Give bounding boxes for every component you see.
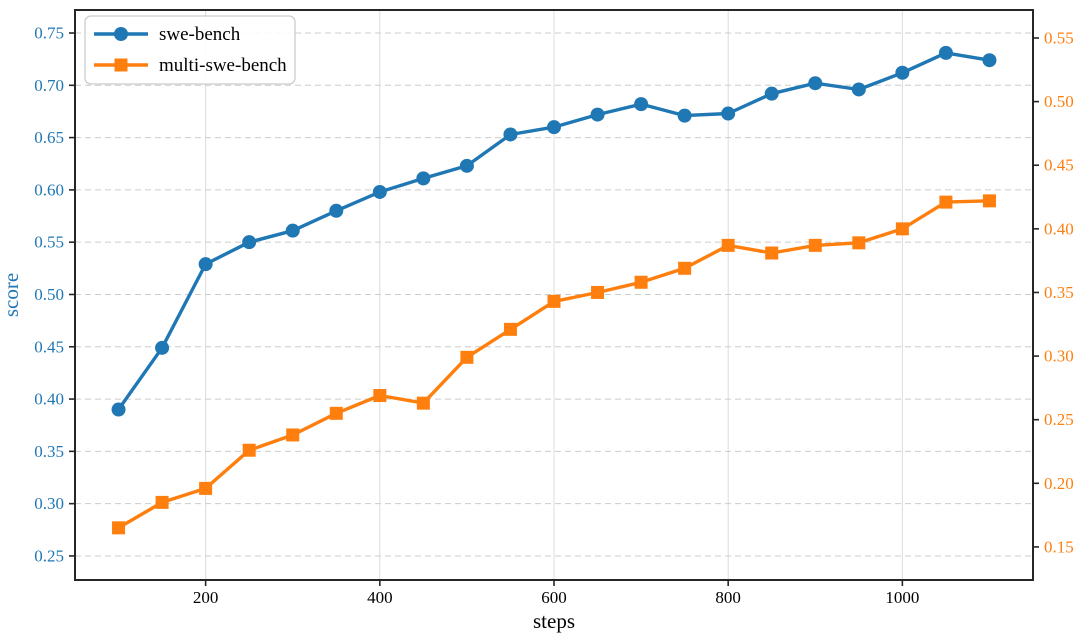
left-tick-label: 0.75 <box>34 24 64 43</box>
y-axis-title: score <box>0 273 23 317</box>
data-point-swe-bench <box>372 184 387 199</box>
legend-label: swe-bench <box>159 24 241 45</box>
data-point-swe-bench <box>590 107 605 122</box>
data-point-swe-bench <box>634 97 649 112</box>
data-point-swe-bench <box>285 223 300 238</box>
data-point-multi-swe-bench <box>852 236 866 250</box>
left-tick-label: 0.35 <box>34 442 64 461</box>
data-point-multi-swe-bench <box>460 350 474 364</box>
x-tick-label: 200 <box>193 588 219 607</box>
right-tick-label: 0.55 <box>1044 28 1074 47</box>
data-point-multi-swe-bench <box>155 495 169 509</box>
right-tick-label: 0.50 <box>1044 92 1074 111</box>
data-point-swe-bench <box>198 257 213 272</box>
data-point-multi-swe-bench <box>634 275 648 289</box>
left-tick-label: 0.50 <box>34 285 64 304</box>
x-tick-label: 400 <box>367 588 393 607</box>
data-point-multi-swe-bench <box>329 406 343 420</box>
data-point-swe-bench <box>677 108 692 123</box>
left-tick-label: 0.55 <box>34 233 64 252</box>
left-tick-label: 0.60 <box>34 180 64 199</box>
right-tick-label: 0.40 <box>1044 219 1074 238</box>
data-point-swe-bench <box>155 340 170 355</box>
left-tick-label: 0.45 <box>34 337 64 356</box>
data-point-multi-swe-bench <box>895 222 909 236</box>
data-point-swe-bench <box>764 86 779 101</box>
left-tick-label: 0.65 <box>34 128 64 147</box>
right-tick-label: 0.25 <box>1044 410 1074 429</box>
legend-label: multi-swe-bench <box>159 55 287 76</box>
data-point-swe-bench <box>459 158 474 173</box>
data-point-multi-swe-bench <box>591 285 605 299</box>
right-tick-label: 0.15 <box>1044 537 1074 556</box>
data-point-multi-swe-bench <box>503 322 517 336</box>
data-point-multi-swe-bench <box>939 195 953 209</box>
data-point-multi-swe-bench <box>721 238 735 252</box>
data-point-swe-bench <box>895 65 910 80</box>
left-tick-label: 0.40 <box>34 390 64 409</box>
data-point-swe-bench <box>111 402 126 417</box>
right-tick-label: 0.30 <box>1044 347 1074 366</box>
right-tick-label: 0.35 <box>1044 283 1074 302</box>
x-tick-label: 600 <box>541 588 567 607</box>
left-tick-label: 0.25 <box>34 546 64 565</box>
legend-marker-square <box>114 58 128 72</box>
data-point-multi-swe-bench <box>199 481 213 495</box>
data-point-multi-swe-bench <box>242 443 256 457</box>
left-tick-label: 0.30 <box>34 494 64 513</box>
data-point-multi-swe-bench <box>765 246 779 260</box>
data-point-swe-bench <box>242 235 257 250</box>
data-point-multi-swe-bench <box>982 194 996 208</box>
legend-marker-circle <box>114 27 128 41</box>
data-point-multi-swe-bench <box>286 428 300 442</box>
x-axis-title: steps <box>533 609 575 633</box>
right-tick-label: 0.45 <box>1044 156 1074 175</box>
axes-layer: 0.25 0.30 0.35 0.40 0.45 0.50 0.55 0.60 0.65 0.70… <box>34 9 1074 607</box>
data-point-multi-swe-bench <box>416 396 430 410</box>
x-tick-label: 1000 <box>885 588 919 607</box>
data-point-multi-swe-bench <box>547 294 561 308</box>
data-point-multi-swe-bench <box>112 521 126 535</box>
x-tick-label: 800 <box>715 588 741 607</box>
data-point-swe-bench <box>416 171 431 186</box>
data-point-swe-bench <box>721 106 736 121</box>
data-point-swe-bench <box>982 53 997 68</box>
left-tick-label: 0.70 <box>34 76 64 95</box>
right-tick-label: 0.20 <box>1044 474 1074 493</box>
data-point-swe-bench <box>851 82 866 97</box>
data-point-swe-bench <box>503 127 518 142</box>
data-point-swe-bench <box>808 76 823 91</box>
data-point-multi-swe-bench <box>678 261 692 275</box>
data-point-swe-bench <box>938 45 953 60</box>
series-layer <box>111 45 997 535</box>
data-point-multi-swe-bench <box>373 389 387 403</box>
data-point-swe-bench <box>329 203 344 218</box>
legend: swe-bench multi-swe-bench <box>84 15 296 85</box>
data-point-multi-swe-bench <box>808 238 822 252</box>
data-point-swe-bench <box>547 120 561 135</box>
